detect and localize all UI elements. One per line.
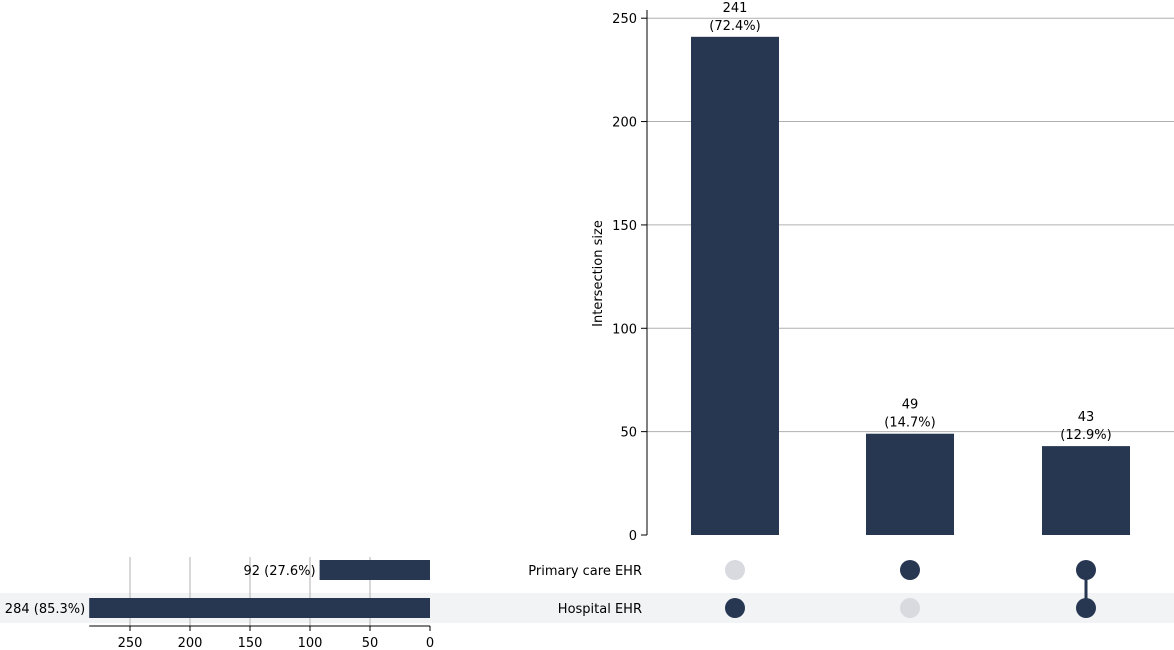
y-tick-label: 200 [612, 116, 637, 131]
y-tick-label: 100 [612, 322, 637, 337]
intersection-bar [1042, 446, 1130, 535]
intersection-bar [866, 433, 954, 535]
matrix-dot-active [900, 560, 920, 580]
bar-percent-label: (12.9%) [1060, 428, 1111, 443]
bar-count-label: 43 [1078, 410, 1095, 425]
set-name-label: Hospital EHR [558, 602, 642, 617]
set-size-bar [319, 560, 430, 580]
x-tick-label: 50 [362, 636, 379, 650]
x-tick-label: 0 [426, 636, 434, 650]
x-tick-label: 250 [118, 636, 143, 650]
set-name-label: Primary care EHR [528, 564, 642, 579]
y-tick-label: 0 [629, 529, 637, 544]
matrix-dot-active [725, 598, 745, 618]
intersection-bar [691, 36, 779, 535]
bar-percent-label: (14.7%) [884, 416, 935, 431]
y-tick-label: 50 [620, 426, 637, 441]
x-tick-label: 150 [238, 636, 263, 650]
bar-percent-label: (72.4%) [709, 19, 760, 34]
set-size-label: 284 (85.3%) [5, 602, 85, 617]
bar-count-label: 241 [723, 1, 748, 16]
bar-count-label: 49 [902, 398, 919, 413]
y-tick-label: 250 [612, 12, 637, 27]
matrix-dot-active [1076, 598, 1096, 618]
x-tick-label: 200 [178, 636, 203, 650]
matrix-dot-inactive [725, 560, 745, 580]
y-axis-title: Intersection size [591, 220, 606, 327]
matrix-dot-inactive [900, 598, 920, 618]
set-size-bar [89, 598, 430, 618]
set-size-label: 92 (27.6%) [243, 564, 315, 579]
x-tick-label: 100 [298, 636, 323, 650]
matrix-dot-active [1076, 560, 1096, 580]
y-tick-label: 150 [612, 219, 637, 234]
